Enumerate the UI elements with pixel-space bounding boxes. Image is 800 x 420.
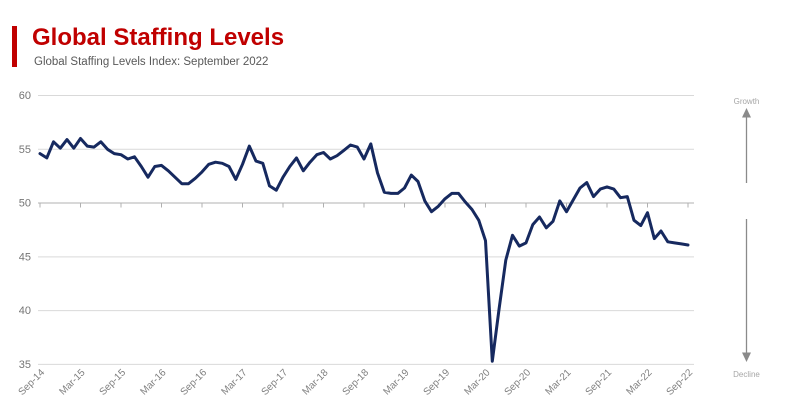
- x-axis-label: Sep-16: [179, 367, 210, 398]
- staffing-index-line: [38, 137, 690, 363]
- decline-annotation-label: Decline: [733, 370, 760, 379]
- x-axis-label: Sep-17: [260, 367, 291, 398]
- growth-annotation-label: Growth: [734, 97, 760, 106]
- series-layer: [38, 137, 690, 363]
- page-title: Global Staffing Levels: [32, 24, 285, 51]
- x-axis-label: Sep-15: [98, 367, 129, 398]
- y-axis-label: 45: [19, 251, 31, 263]
- x-axis-label: Sep-14: [17, 367, 48, 398]
- x-axis-label: Mar-15: [57, 367, 87, 397]
- decline-arrow: [742, 219, 751, 362]
- x-axis-label: Mar-21: [543, 367, 573, 397]
- y-axis-label: 50: [19, 198, 31, 210]
- x-axis-label: Sep-21: [584, 367, 615, 398]
- y-axis-label: 60: [19, 90, 31, 102]
- x-axis-label: Sep-18: [341, 367, 372, 398]
- x-axis-label: Mar-20: [462, 367, 492, 397]
- y-axis-label: 35: [19, 359, 31, 371]
- page-subtitle: Global Staffing Levels Index: September …: [34, 56, 269, 68]
- growth-arrow: [742, 108, 751, 183]
- y-axis-label: 55: [19, 144, 31, 156]
- x-axis-label: Mar-22: [624, 367, 654, 397]
- x-axis-label: Mar-19: [381, 367, 411, 397]
- x-axis-label: Sep-20: [503, 367, 534, 398]
- x-axis-label: Sep-22: [665, 367, 696, 398]
- y-axis-label: 40: [19, 305, 31, 317]
- x-axis-label: Mar-17: [219, 367, 249, 397]
- title-accent-bar: [12, 26, 17, 67]
- x-axis-label: Sep-19: [422, 367, 453, 398]
- x-axis-label: Mar-16: [138, 367, 168, 397]
- x-axis-label: Mar-18: [300, 367, 330, 397]
